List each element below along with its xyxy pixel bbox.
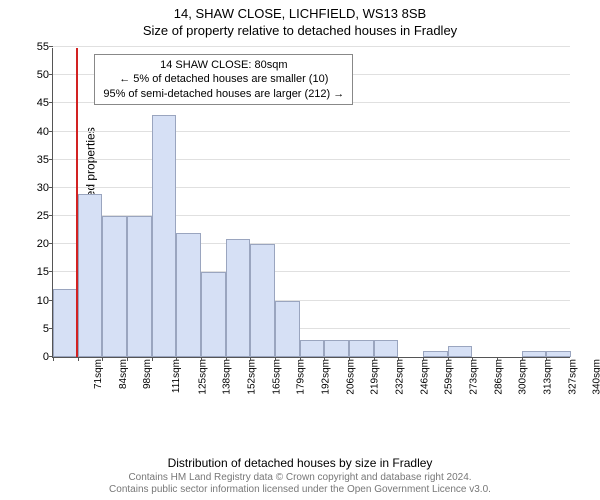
x-tick-mark <box>423 357 424 361</box>
y-tick-mark <box>49 74 53 75</box>
x-tick-mark <box>201 357 202 361</box>
x-tick-mark <box>324 357 325 361</box>
x-tick-label: 219sqm <box>364 359 381 395</box>
annotation-box: 14 SHAW CLOSE: 80sqm← 5% of detached hou… <box>94 54 353 105</box>
x-tick-label: 165sqm <box>265 359 282 395</box>
page-title-address: 14, SHAW CLOSE, LICHFIELD, WS13 8SB <box>0 0 600 21</box>
histogram-bar <box>522 351 547 357</box>
annotation-line2: ← 5% of detached houses are smaller (10) <box>103 72 344 86</box>
y-tick-mark <box>49 215 53 216</box>
x-tick-mark <box>497 357 498 361</box>
y-tick-label: 30 <box>37 182 53 194</box>
x-tick-mark <box>374 357 375 361</box>
x-tick-mark <box>152 357 153 361</box>
y-tick-label: 10 <box>37 295 53 307</box>
x-tick-label: 138sqm <box>216 359 233 395</box>
y-tick-label: 50 <box>37 69 53 81</box>
x-tick-label: 327sqm <box>561 359 578 395</box>
histogram-bar <box>300 340 325 357</box>
x-tick-mark <box>102 357 103 361</box>
histogram-bar <box>324 340 349 357</box>
x-tick-label: 246sqm <box>413 359 430 395</box>
annotation-line1: 14 SHAW CLOSE: 80sqm <box>103 58 344 72</box>
x-tick-mark <box>176 357 177 361</box>
x-tick-label: 273sqm <box>463 359 480 395</box>
x-tick-label: 152sqm <box>241 359 258 395</box>
histogram-bar <box>53 289 78 357</box>
x-tick-label: 71sqm <box>87 359 104 389</box>
histogram-bar <box>546 351 571 357</box>
histogram-bar <box>201 272 226 357</box>
x-tick-mark <box>275 357 276 361</box>
y-tick-label: 5 <box>43 323 53 335</box>
histogram-bar <box>127 216 152 357</box>
histogram-bar <box>423 351 448 357</box>
reference-line <box>76 48 78 357</box>
page-title-desc: Size of property relative to detached ho… <box>0 21 600 38</box>
y-tick-label: 55 <box>37 41 53 53</box>
copyright-line1: Contains HM Land Registry data © Crown c… <box>0 472 600 484</box>
y-tick-mark <box>49 102 53 103</box>
gridline <box>53 131 570 132</box>
x-axis-label: Distribution of detached houses by size … <box>0 456 600 470</box>
x-tick-mark <box>78 357 79 361</box>
y-tick-mark <box>49 46 53 47</box>
histogram-bar <box>250 244 275 357</box>
x-tick-mark <box>349 357 350 361</box>
gridline <box>53 187 570 188</box>
x-tick-label: 286sqm <box>487 359 504 395</box>
x-tick-label: 259sqm <box>438 359 455 395</box>
x-tick-mark <box>300 357 301 361</box>
y-tick-label: 25 <box>37 210 53 222</box>
y-tick-label: 20 <box>37 238 53 250</box>
x-tick-label: 179sqm <box>290 359 307 395</box>
y-tick-label: 0 <box>43 351 53 363</box>
x-tick-label: 98sqm <box>136 359 153 389</box>
x-tick-label: 313sqm <box>537 359 554 395</box>
x-tick-label: 206sqm <box>339 359 356 395</box>
x-tick-mark <box>522 357 523 361</box>
histogram-bar <box>152 115 177 357</box>
histogram-bar <box>176 233 201 357</box>
y-tick-mark <box>49 187 53 188</box>
x-tick-mark <box>472 357 473 361</box>
x-tick-mark <box>226 357 227 361</box>
histogram-bar <box>226 239 251 357</box>
x-tick-mark <box>53 357 54 361</box>
histogram-bar <box>102 216 127 357</box>
y-tick-mark <box>49 131 53 132</box>
x-tick-mark <box>398 357 399 361</box>
y-tick-mark <box>49 159 53 160</box>
x-tick-label: 111sqm <box>165 359 182 393</box>
x-tick-mark <box>448 357 449 361</box>
histogram-bar <box>448 346 473 357</box>
gridline <box>53 46 570 47</box>
histogram-bar <box>275 301 300 357</box>
histogram-bar <box>349 340 374 357</box>
x-tick-label: 300sqm <box>512 359 529 395</box>
chart-container: 051015202530354045505571sqm84sqm98sqm111… <box>52 48 570 418</box>
y-tick-label: 35 <box>37 154 53 166</box>
y-tick-label: 45 <box>37 97 53 109</box>
x-tick-label: 232sqm <box>389 359 406 395</box>
y-tick-label: 40 <box>37 126 53 138</box>
annotation-line3: 95% of semi-detached houses are larger (… <box>103 87 344 101</box>
x-tick-mark <box>127 357 128 361</box>
x-tick-mark <box>546 357 547 361</box>
y-tick-label: 15 <box>37 266 53 278</box>
y-tick-mark <box>49 243 53 244</box>
x-tick-label: 125sqm <box>191 359 208 395</box>
copyright-line2: Contains public sector information licen… <box>0 484 600 496</box>
histogram-bar <box>78 194 103 357</box>
x-tick-label: 340sqm <box>586 359 600 395</box>
copyright-footer: Contains HM Land Registry data © Crown c… <box>0 472 600 496</box>
plot-area: 051015202530354045505571sqm84sqm98sqm111… <box>52 48 570 358</box>
x-tick-label: 84sqm <box>112 359 129 389</box>
x-tick-mark <box>250 357 251 361</box>
histogram-bar <box>374 340 399 357</box>
gridline <box>53 159 570 160</box>
y-tick-mark <box>49 271 53 272</box>
x-tick-label: 192sqm <box>315 359 332 395</box>
